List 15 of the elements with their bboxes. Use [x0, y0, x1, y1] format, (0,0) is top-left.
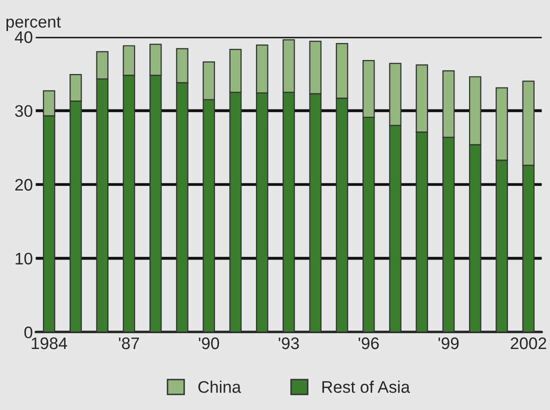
y-tick-label: 0 [24, 326, 32, 338]
x-tick-label: '93 [278, 337, 299, 350]
x-tick-label: 1984 [32, 337, 68, 350]
x-tick-label: '96 [358, 337, 379, 350]
y-tick-label: 20 [15, 178, 32, 191]
y-tick-label: 30 [15, 105, 32, 117]
x-tick-label: '99 [438, 337, 459, 350]
x-tick-label: '87 [118, 337, 139, 350]
legend-label: China [198, 380, 242, 393]
x-tick-label: 2002 [510, 337, 546, 350]
legend-label: Rest of Asia [322, 380, 410, 393]
y-axis-title: percent [6, 16, 61, 31]
y-tick-label: 40 [14, 31, 32, 44]
y-tick-label: 10 [16, 252, 32, 265]
x-tick-label: '90 [198, 337, 220, 350]
